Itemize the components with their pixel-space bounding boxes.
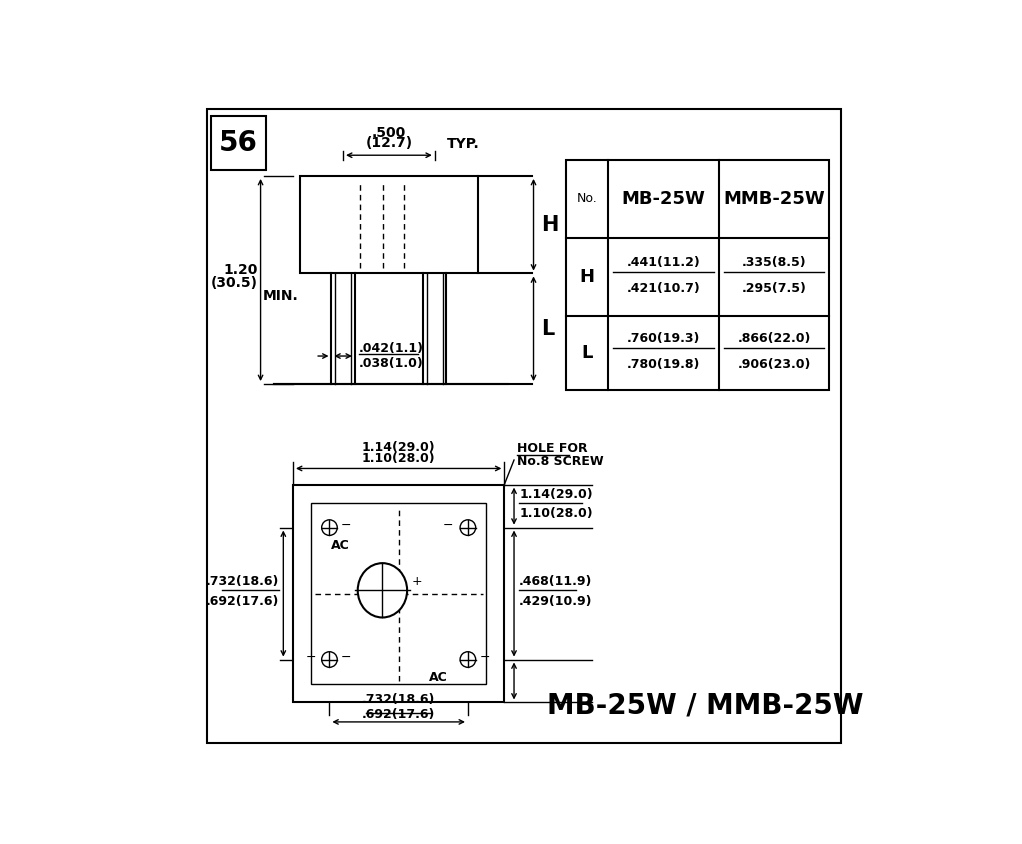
- Text: (30.5): (30.5): [211, 276, 258, 290]
- Text: 1.20: 1.20: [224, 263, 258, 277]
- Text: 1.10(28.0): 1.10(28.0): [519, 507, 593, 521]
- Text: −: −: [341, 518, 352, 532]
- Text: .692(17.6): .692(17.6): [362, 707, 435, 721]
- Bar: [293, 484, 504, 702]
- Text: MB-25W: MB-25W: [621, 190, 705, 208]
- Text: H: H: [579, 268, 595, 286]
- Text: −: −: [479, 651, 491, 663]
- Text: .429(10.9): .429(10.9): [519, 595, 593, 608]
- Text: 1.14(29.0): 1.14(29.0): [362, 441, 435, 454]
- Bar: [299, 176, 478, 273]
- Text: No.: No.: [576, 192, 598, 205]
- Text: .441(11.2): .441(11.2): [626, 256, 700, 269]
- Text: −: −: [306, 651, 317, 663]
- Text: −: −: [444, 518, 454, 532]
- Text: .866(22.0): .866(22.0): [737, 333, 810, 345]
- Text: .468(11.9): .468(11.9): [519, 576, 593, 588]
- Bar: [312, 503, 486, 684]
- Text: .038(1.0): .038(1.0): [359, 357, 423, 371]
- Text: H: H: [542, 214, 559, 235]
- Text: L: L: [582, 344, 593, 362]
- Text: 1.10(28.0): 1.10(28.0): [362, 452, 435, 464]
- Text: 1.14(29.0): 1.14(29.0): [519, 488, 593, 501]
- Text: .500: .500: [372, 126, 406, 139]
- Text: .732(18.6): .732(18.6): [206, 576, 279, 588]
- Text: AC: AC: [331, 539, 351, 552]
- Text: .042(1.1): .042(1.1): [359, 342, 424, 354]
- Text: +: +: [412, 575, 423, 587]
- Bar: [566, 160, 829, 391]
- Bar: [211, 116, 266, 170]
- Text: TYP.: TYP.: [447, 138, 479, 151]
- Text: .421(10.7): .421(10.7): [626, 282, 700, 295]
- Text: .780(19.8): .780(19.8): [626, 359, 700, 371]
- Text: .692(17.6): .692(17.6): [206, 595, 279, 608]
- Circle shape: [460, 652, 475, 668]
- Text: .295(7.5): .295(7.5): [742, 282, 806, 295]
- Circle shape: [322, 520, 337, 535]
- Text: L: L: [542, 319, 555, 338]
- Text: .906(23.0): .906(23.0): [737, 359, 810, 371]
- Text: MMB-25W: MMB-25W: [724, 190, 825, 208]
- Text: 56: 56: [219, 129, 258, 157]
- Text: AC: AC: [429, 671, 448, 684]
- Text: HOLE FOR: HOLE FOR: [517, 441, 588, 455]
- Text: MB-25W / MMB-25W: MB-25W / MMB-25W: [548, 692, 864, 720]
- Text: MIN.: MIN.: [264, 289, 298, 303]
- Text: .732(18.6): .732(18.6): [362, 693, 435, 706]
- Circle shape: [460, 520, 475, 535]
- Text: No.8 SCREW: No.8 SCREW: [517, 456, 604, 468]
- Circle shape: [322, 652, 337, 668]
- Text: .760(19.3): .760(19.3): [626, 333, 700, 345]
- Text: −: −: [341, 651, 352, 663]
- Text: .335(8.5): .335(8.5): [742, 256, 806, 269]
- Text: (12.7): (12.7): [365, 136, 413, 150]
- Ellipse shape: [358, 563, 407, 618]
